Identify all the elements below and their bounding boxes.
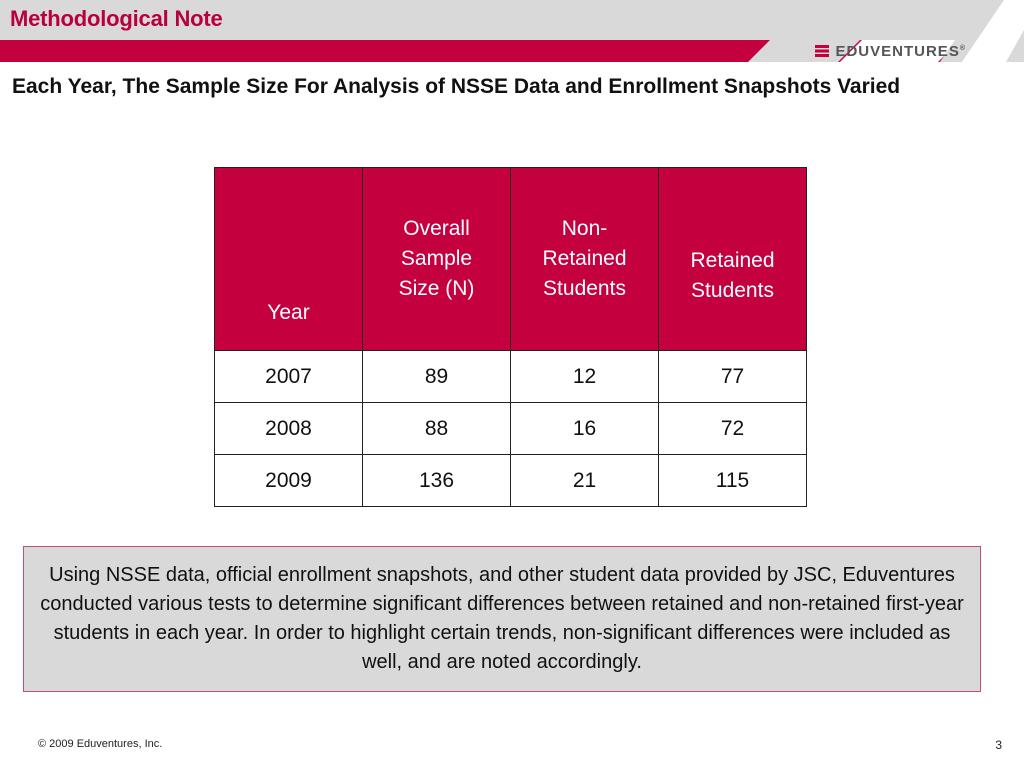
table-header-row: Year Overall Sample Size (N) Non- Retain… — [214, 167, 807, 351]
page-number: 3 — [995, 738, 1002, 752]
cell-retained: 77 — [658, 350, 807, 403]
header-retained-students: Retained Students — [658, 167, 807, 351]
page-title: Methodological Note — [10, 6, 223, 31]
cell-retained: 72 — [658, 402, 807, 455]
methodology-note-text: Using NSSE data, official enrollment sna… — [40, 564, 964, 673]
cell-year: 2009 — [214, 454, 363, 507]
table-row: 2008 88 16 72 — [214, 402, 807, 455]
brand-registered-mark: ® — [959, 44, 966, 52]
cell-retained: 115 — [658, 454, 807, 507]
brand-logo: EDUVENTURES® — [815, 40, 966, 62]
header-bar — [0, 0, 1024, 40]
chevrons-right-icon — [815, 45, 830, 57]
table-row: 2009 136 21 115 — [214, 454, 807, 507]
table-row: 2007 89 12 77 — [214, 350, 807, 403]
brand-name: EDUVENTURES® — [835, 42, 966, 60]
cell-non-retained: 16 — [510, 402, 659, 455]
sample-size-table: Year Overall Sample Size (N) Non- Retain… — [214, 167, 807, 507]
header-non-retained-students: Non- Retained Students — [510, 167, 659, 351]
cell-overall: 136 — [362, 454, 511, 507]
slide-subtitle: Each Year, The Sample Size For Analysis … — [12, 75, 901, 98]
cell-overall: 88 — [362, 402, 511, 455]
cell-non-retained: 21 — [510, 454, 659, 507]
methodology-note-box: Using NSSE data, official enrollment sna… — [23, 546, 981, 692]
footer-copyright: © 2009 Eduventures, Inc. — [38, 738, 163, 750]
header-slash-decoration — [940, 0, 1024, 62]
header-year: Year — [214, 167, 363, 351]
cell-year: 2007 — [214, 350, 363, 403]
header-overall-sample-size: Overall Sample Size (N) — [362, 167, 511, 351]
cell-non-retained: 12 — [510, 350, 659, 403]
cell-year: 2008 — [214, 402, 363, 455]
cell-overall: 89 — [362, 350, 511, 403]
